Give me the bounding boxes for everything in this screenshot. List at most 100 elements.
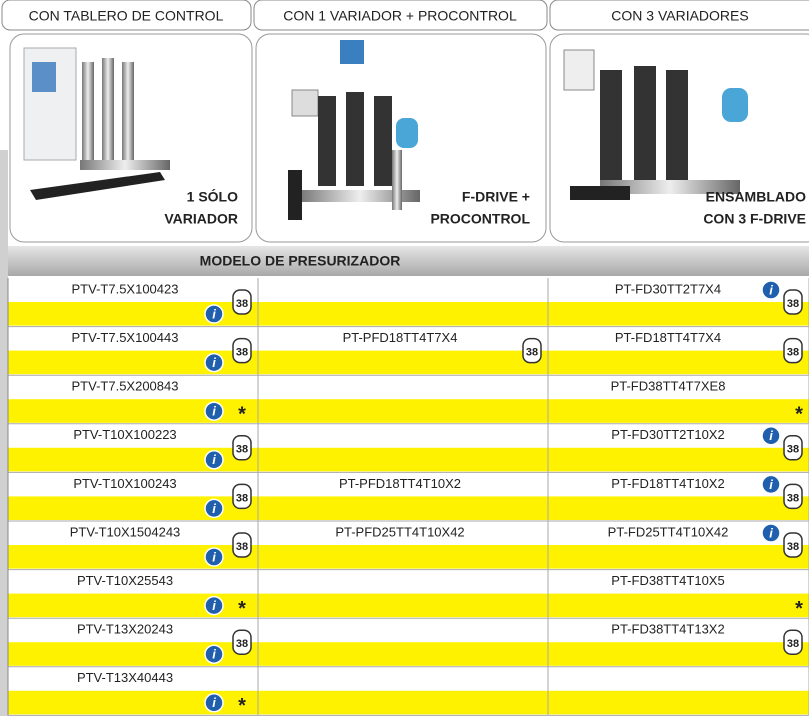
- badge: [232, 483, 252, 510]
- model-name: PTV-T7.5X100423: [72, 281, 179, 296]
- product-photo: [563, 49, 748, 200]
- badge: [232, 532, 252, 558]
- info-glyph: i: [212, 647, 216, 662]
- info-glyph: i: [212, 355, 216, 370]
- model-name: PT-FD18TT4T7X4: [615, 330, 721, 345]
- info-icon: [204, 644, 224, 664]
- info-icon: [761, 280, 781, 300]
- product-caption: F-DRIVE +: [462, 189, 530, 205]
- model-name: PT-FD38TT4T7XE8: [611, 379, 726, 394]
- badge-label: 38: [787, 492, 799, 504]
- info-glyph: i: [212, 549, 216, 564]
- header: CON TABLERO DE CONTROL: [29, 8, 224, 24]
- badge: [783, 629, 803, 655]
- product-caption: CON 3 F-DRIVE: [703, 211, 806, 227]
- badge: [232, 629, 252, 655]
- model-name: PTV-T13X40443: [77, 670, 173, 685]
- badge: [783, 289, 803, 315]
- info-icon: [204, 401, 224, 421]
- note: *: [795, 403, 803, 425]
- info-icon: [761, 474, 781, 495]
- badge: [783, 483, 803, 510]
- info-glyph: i: [769, 428, 773, 443]
- row-band: [8, 447, 809, 472]
- badge-label: 38: [236, 298, 248, 310]
- badge: [783, 435, 803, 461]
- table-title: MODELO DE PRESURIZADOR: [200, 253, 401, 269]
- header-box: [549, 0, 809, 31]
- model-name: PT-FD38TT4T10X5: [611, 573, 724, 588]
- header: CON 1 VARIADOR + PROCONTROL: [283, 8, 517, 24]
- info-glyph: i: [212, 501, 216, 516]
- product-photo: [23, 47, 170, 200]
- info-icon: [204, 547, 224, 567]
- note: *: [238, 695, 246, 716]
- info-glyph: i: [769, 282, 773, 297]
- note: *: [238, 598, 246, 620]
- header: CON 3 VARIADORES: [611, 8, 748, 24]
- row-band: [8, 545, 809, 569]
- info-icon: [204, 595, 224, 616]
- badge-label: 38: [787, 298, 799, 310]
- info-glyph: i: [769, 525, 773, 540]
- badge-label: 38: [236, 541, 248, 553]
- badge-label: 38: [787, 638, 799, 650]
- note: *: [795, 598, 803, 620]
- info-glyph: i: [212, 404, 216, 419]
- model-name: PT-FD38TT4T13X2: [611, 622, 724, 637]
- badge-label: 38: [787, 347, 799, 359]
- model-name: PTV-T13X20243: [77, 622, 173, 637]
- row-band: [8, 642, 809, 666]
- badge-label: 38: [236, 638, 248, 650]
- info-icon: [204, 352, 224, 373]
- model-name: PTV-T10X100223: [73, 427, 176, 442]
- row-band: [8, 690, 809, 715]
- model-name: PTV-T7.5X200843: [72, 379, 179, 394]
- model-name: PTV-T10X1504243: [70, 524, 181, 539]
- model-name: PTV-T10X25543: [77, 573, 173, 588]
- header-box: [253, 0, 548, 31]
- model-name: PT-PFD18TT4T7X4: [343, 330, 458, 345]
- product-caption: VARIADOR: [164, 211, 238, 227]
- row-band: [8, 350, 809, 375]
- product-photo: [288, 40, 420, 220]
- model-name: PTV-T10X100243: [73, 476, 176, 491]
- info-icon: [204, 693, 224, 713]
- model-name: PT-FD30TT2T7X4: [615, 281, 721, 296]
- info-glyph: i: [212, 598, 216, 613]
- badge-label: 38: [787, 444, 799, 456]
- badge-label: 38: [236, 492, 248, 504]
- row-band: [8, 496, 809, 520]
- badge: [232, 435, 252, 461]
- badge-label: 38: [236, 444, 248, 456]
- info-icon: [204, 498, 224, 519]
- model-name: PTV-T7.5X100443: [72, 330, 179, 345]
- left-edge: [0, 150, 8, 716]
- info-glyph: i: [212, 306, 216, 321]
- badge: [522, 337, 542, 364]
- badge: [783, 337, 803, 364]
- info-icon: [204, 304, 224, 324]
- badge-label: 38: [787, 541, 799, 553]
- model-name: PT-FD18TT4T10X2: [611, 476, 724, 491]
- badge: [232, 289, 252, 315]
- product-caption: ENSAMBLADO: [706, 189, 806, 205]
- model-name: PT-FD25TT4T10X42: [608, 524, 729, 539]
- note: *: [238, 403, 246, 425]
- model-name: PT-FD30TT2T10X2: [611, 427, 724, 442]
- row-band: [8, 399, 809, 423]
- info-icon: [761, 426, 781, 446]
- badge-label: 38: [526, 347, 538, 359]
- model-name: PT-PFD25TT4T10X42: [335, 524, 464, 539]
- info-glyph: i: [212, 452, 216, 467]
- row-band: [8, 593, 809, 618]
- header-box: [1, 0, 252, 31]
- badge-label: 38: [236, 347, 248, 359]
- product-caption: PROCONTROL: [430, 211, 530, 227]
- badge: [783, 532, 803, 558]
- model-name: PT-PFD18TT4T10X2: [339, 476, 461, 491]
- info-icon: [761, 523, 781, 543]
- info-glyph: i: [769, 477, 773, 492]
- table-title-bar: [8, 246, 809, 276]
